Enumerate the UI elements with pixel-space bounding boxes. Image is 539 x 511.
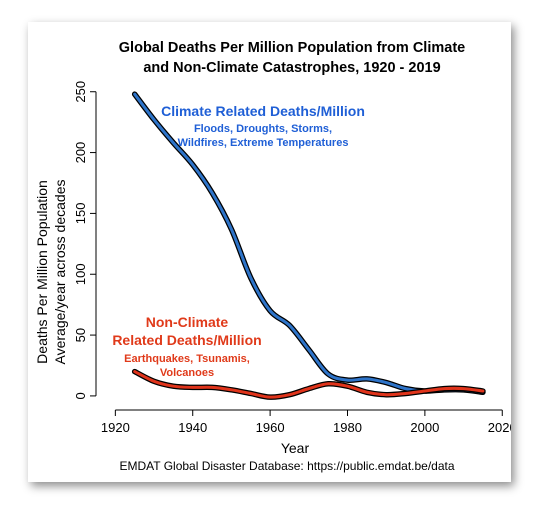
x-axis-label: Year <box>281 440 310 456</box>
y-tick-label: 50 <box>73 328 88 342</box>
nonclimate-annotation-sub-1: Earthquakes, Tsunamis, <box>124 353 250 365</box>
nonclimate-annotation-sub-2: Volcanoes <box>160 367 214 379</box>
chart: Global Deaths Per Million Population fro… <box>34 40 511 473</box>
chart-title-line-1: Global Deaths Per Million Population fro… <box>119 40 465 56</box>
axes: 0 50 100 150 200 250 1920 1940 1960 1980 2000 2020 <box>73 81 511 435</box>
y-tick-label: 0 <box>73 392 88 399</box>
x-tick-label: 2020 <box>488 420 511 435</box>
chart-title-line-2: and Non-Climate Catastrophes, 1920 - 201… <box>143 60 440 76</box>
source-note: EMDAT Global Disaster Database: https://… <box>119 459 454 473</box>
series-layer <box>131 91 486 400</box>
climate-annotation-sub-1: Floods, Droughts, Storms, <box>194 123 332 135</box>
y-tick-label: 200 <box>73 142 88 164</box>
y-tick-label: 150 <box>73 203 88 225</box>
climate-annotation-sub-2: Wildfires, Extreme Temperatures <box>178 137 349 149</box>
chart-card: Global Deaths Per Million Population fro… <box>28 22 511 482</box>
y-axis-label-line-2: Average/year across decades <box>52 180 68 365</box>
y-axis-label-line-1: Deaths Per Million Population <box>34 180 50 364</box>
y-tick-label: 250 <box>73 81 88 103</box>
nonclimate-annotation-title-2: Related Deaths/Million <box>112 332 261 348</box>
y-tick-label: 100 <box>73 263 88 285</box>
x-tick-label: 1960 <box>256 420 285 435</box>
x-tick-label: 1920 <box>101 420 130 435</box>
x-tick-label: 1980 <box>333 420 362 435</box>
x-tick-label: 1940 <box>178 420 207 435</box>
series-nonclimate-line <box>133 370 485 399</box>
nonclimate-annotation-title-1: Non-Climate <box>146 314 229 330</box>
x-tick-label: 2000 <box>410 420 439 435</box>
climate-annotation-title: Climate Related Deaths/Million <box>161 103 365 119</box>
